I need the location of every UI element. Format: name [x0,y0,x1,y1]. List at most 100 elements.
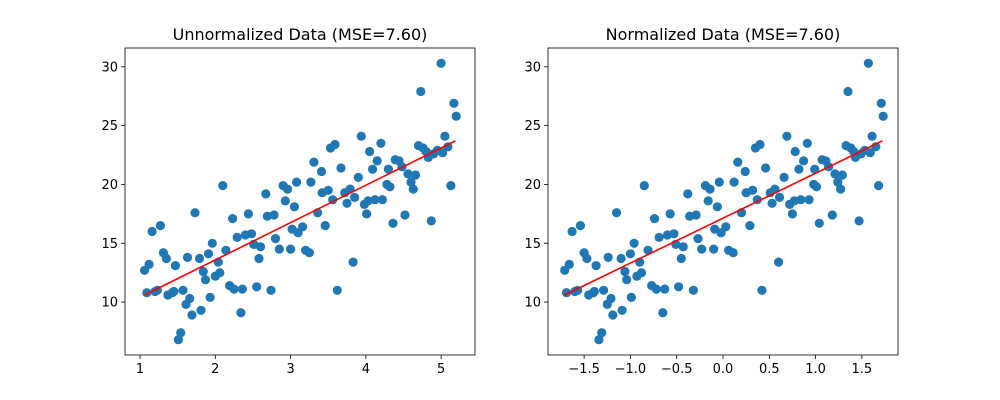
unnormalized-data-point [400,210,410,220]
normalized-x-tick-label: 1.0 [805,362,826,377]
normalized-data-point [830,169,840,179]
normalized-data-point [688,285,699,295]
unnormalized-data-point [440,131,450,141]
normalized-data-point [658,308,668,318]
normalized-data-point [649,214,660,224]
normalized-data-point [654,232,664,242]
normalized-data-point [761,163,771,173]
normalized-regression-line [564,140,883,296]
unnormalized-data-point [408,184,418,194]
normalized-data-point [833,177,843,187]
unnormalized-data-point [194,253,205,264]
unnormalized-scatter-points [140,58,461,345]
normalized-data-point [597,328,607,338]
unnormalized-data-point [332,285,342,295]
unnormalized-data-point [348,257,358,267]
normalized-data-point [617,305,627,315]
unnormalized-data-point [377,195,387,205]
normalized-data-point [863,58,874,68]
unnormalized-data-point [170,261,180,271]
normalized-data-point [697,244,707,254]
normalized-data-point [721,222,731,232]
unnormalized-data-point [446,181,456,191]
normalized-data-point [676,253,686,264]
unnormalized-data-point [309,157,319,167]
normalized-data-point [705,184,715,194]
normalized-data-point [703,196,713,206]
normalized-data-point [589,286,599,297]
normalized-data-point [804,195,814,205]
normalized-data-point [837,170,848,180]
normalized-data-point [625,249,636,259]
unnormalized-data-point [237,284,247,294]
normalized-data-point [755,139,765,150]
normalized-data-point [629,238,639,248]
normalized-x-tick-label: 0.0 [713,362,734,377]
normalized-data-point [603,252,613,262]
normalized-y-tick-label: 10 [524,296,541,311]
unnormalized-data-point [274,244,284,254]
normalized-data-point [620,266,630,277]
unnormalized-data-point [298,222,308,232]
normalized-y-tick-label: 25 [524,119,541,134]
unnormalized-data-point [218,181,228,191]
unnormalized-data-point [383,164,393,174]
unnormalized-data-point [356,131,366,141]
unnormalized-data-point [316,166,327,177]
unnormalized-data-point [350,192,360,202]
normalized-panel: Normalized Data (MSE=7.60) −1.5 −1.0 −0.5 0… [524,25,899,377]
normalized-data-point [691,210,701,220]
normalized-chart-title: Normalized Data (MSE=7.60) [606,25,841,44]
unnormalized-y-tick-label: 25 [101,119,118,134]
unnormalized-data-point [185,293,195,304]
unnormalized-data-point [443,142,453,152]
unnormalized-x-axis-ticks: 1 2 3 4 5 [136,355,445,377]
unnormalized-data-point [155,221,165,231]
unnormalized-data-point [286,244,296,254]
normalized-data-point [810,164,820,174]
normalized-data-point [774,192,785,202]
normalized-x-tick-label: −1.5 [568,362,600,377]
unnormalized-data-point [426,216,436,226]
unnormalized-data-point [221,245,231,255]
unnormalized-data-point [283,184,293,194]
unnormalized-data-point [176,328,186,338]
normalized-data-point [594,335,604,345]
normalized-data-point [669,229,679,239]
unnormalized-data-point [406,177,416,187]
normalized-data-point [774,257,784,267]
unnormalized-data-point [144,259,154,269]
normalized-data-point [678,242,688,252]
unnormalized-data-point [207,238,217,248]
normalized-x-tick-label: −0.5 [661,362,693,377]
unnormalized-y-tick-label: 10 [101,296,118,311]
unnormalized-y-tick-label: 15 [101,237,118,252]
unnormalized-data-point [243,209,253,219]
unnormalized-data-point [200,275,211,285]
unnormalized-fit-line-group [144,140,456,296]
unnormalized-data-point [178,285,188,295]
normalized-data-point [843,86,853,97]
unnormalized-data-point [306,177,316,187]
unnormalized-data-point [436,58,446,68]
unnormalized-data-point [304,248,314,258]
unnormalized-data-point [142,288,152,298]
unnormalized-data-point [403,169,413,179]
normalized-x-axis-ticks: −1.5 −1.0 −0.5 0.0 0.5 1.0 1.5 [568,355,872,377]
normalized-data-point [683,189,693,199]
normalized-data-point [827,210,837,220]
normalized-data-point [802,138,812,148]
unnormalized-data-point [376,138,386,148]
unnormalized-data-point [147,226,157,237]
normalized-data-point [714,177,724,187]
unnormalized-data-point [368,164,378,174]
unnormalized-data-point [270,234,281,244]
normalized-data-point [836,184,846,194]
normalized-data-point [865,148,875,158]
normalized-scatter-points [560,58,888,345]
unnormalized-data-point [203,249,214,259]
normalized-data-point [599,285,609,295]
unnormalized-data-point [320,221,330,231]
